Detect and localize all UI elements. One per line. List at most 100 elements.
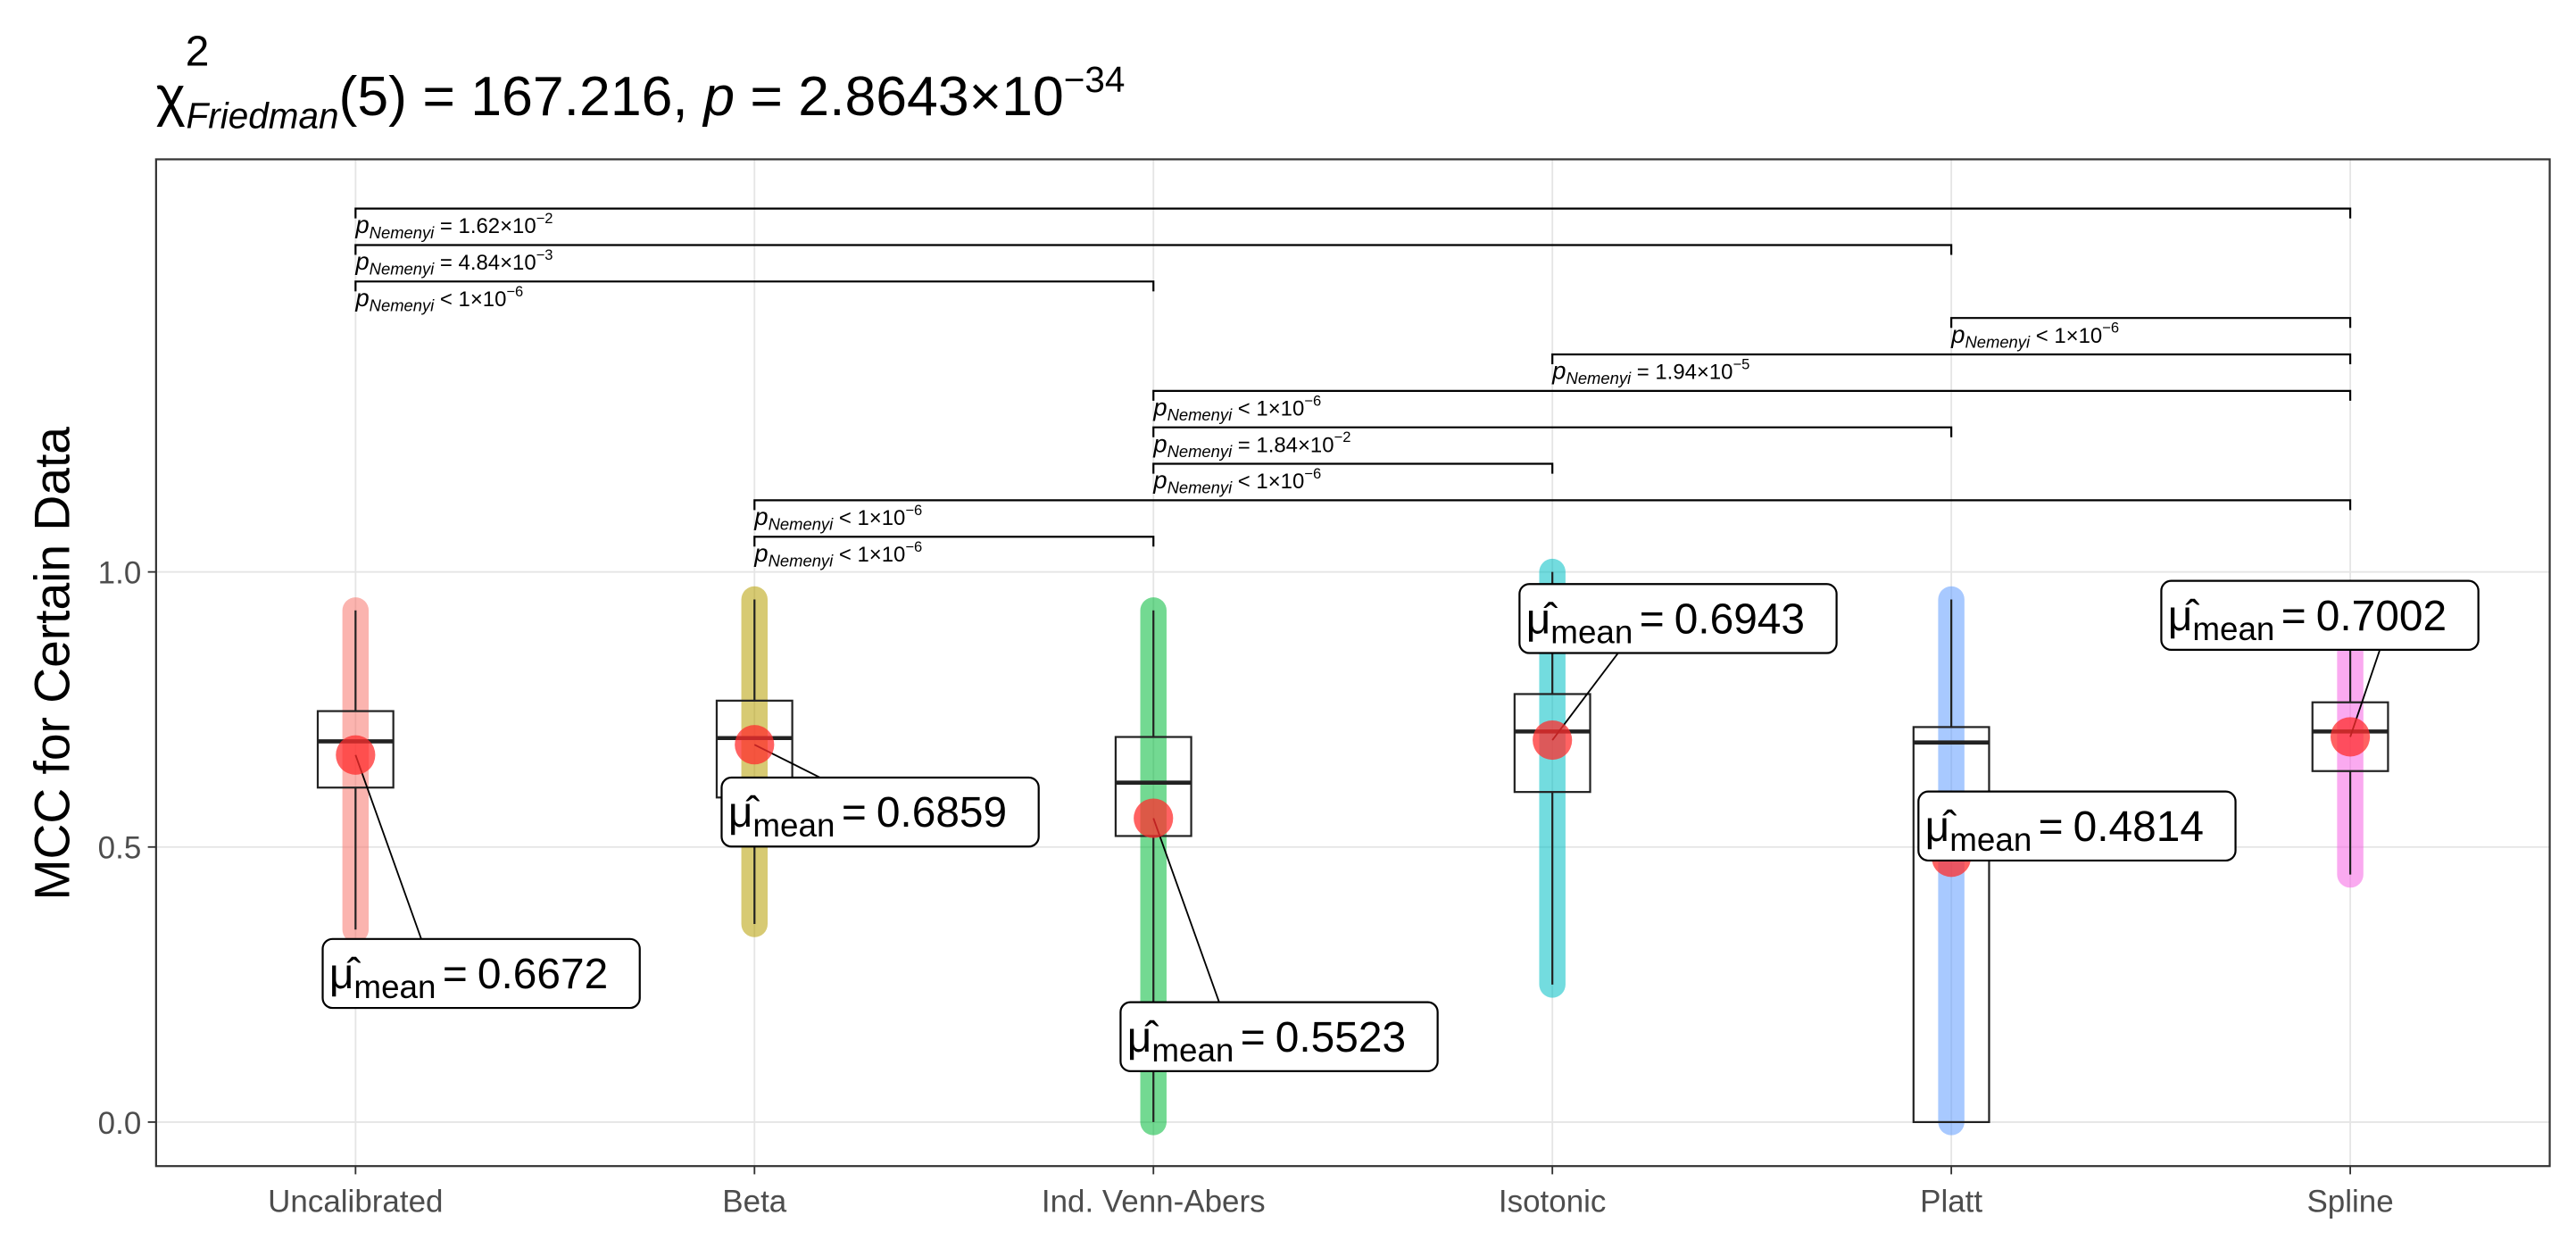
p-sub: Nemenyi bbox=[769, 551, 834, 570]
mean-connector bbox=[1152, 818, 1220, 1003]
comparison-bracket bbox=[1152, 426, 1953, 437]
comparison-label: pNemenyi = 1.84×10−2 bbox=[1152, 429, 1350, 461]
p-symbol: p bbox=[753, 539, 768, 567]
p-text: = 1.62×10 bbox=[434, 214, 536, 238]
p-exp: −6 bbox=[1304, 392, 1321, 409]
p-sub: Nemenyi bbox=[1168, 479, 1233, 497]
p-exp: −6 bbox=[2102, 320, 2119, 337]
comparison-label: pNemenyi < 1×10−6 bbox=[1152, 465, 1321, 497]
box bbox=[1912, 726, 1990, 1124]
panel-border bbox=[154, 158, 2551, 1168]
p-symbol: p bbox=[753, 503, 768, 530]
x-tick-label: Platt bbox=[1920, 1185, 1982, 1219]
p-text: = 1.84×10 bbox=[1232, 433, 1334, 457]
mean-eq: = bbox=[443, 951, 468, 998]
title-p-exp: −34 bbox=[1064, 59, 1126, 100]
mean-sub: mean bbox=[752, 807, 835, 844]
p-sub: Nemenyi bbox=[769, 515, 834, 534]
mean-value: 0.6859 bbox=[877, 789, 1007, 836]
mean-value: 0.4814 bbox=[2073, 803, 2204, 851]
mean-eq: = bbox=[2281, 593, 2306, 640]
p-exp: −3 bbox=[536, 246, 553, 263]
p-text: = 1.94×10 bbox=[1631, 361, 1733, 385]
mean-label-box bbox=[2160, 579, 2480, 652]
comparison-bracket bbox=[354, 244, 1953, 255]
comparison-label: pNemenyi = 1.94×10−5 bbox=[1551, 356, 1749, 388]
mean-label: μ̂mean = 0.6859 bbox=[728, 789, 1007, 844]
p-exp: −6 bbox=[1304, 465, 1321, 482]
p-sub: Nemenyi bbox=[1566, 369, 1632, 387]
comparison-bracket bbox=[1152, 462, 1554, 474]
mean-connector bbox=[354, 754, 422, 940]
p-exp: −6 bbox=[506, 283, 523, 300]
comparison-label: pNemenyi < 1×10−6 bbox=[753, 538, 922, 570]
comparison-label: pNemenyi = 4.84×10−3 bbox=[354, 246, 553, 279]
p-symbol: p bbox=[1152, 393, 1167, 420]
mean-eq: = bbox=[1640, 595, 1665, 643]
mean-value: 0.6672 bbox=[478, 951, 608, 998]
x-tick-label: Ind. Venn-Abers bbox=[1042, 1185, 1266, 1219]
comparison-label: pNemenyi = 1.62×10−2 bbox=[354, 210, 553, 242]
y-tick-label: 0.5 bbox=[98, 831, 142, 866]
p-text: < 1×10 bbox=[833, 543, 905, 567]
mean-point bbox=[336, 735, 376, 775]
title-chi-exp: 2 bbox=[186, 29, 210, 76]
p-symbol: p bbox=[354, 211, 369, 238]
title-chi-sub: Friedman bbox=[187, 96, 339, 137]
comparison-bracket bbox=[753, 499, 2352, 511]
mean-label-box bbox=[1518, 583, 1838, 654]
p-symbol: p bbox=[354, 284, 369, 312]
mean-label: μ̂mean = 0.5523 bbox=[1127, 1014, 1406, 1069]
y-tick-label: 1.0 bbox=[98, 556, 142, 591]
mean-label: μ̂mean = 0.6672 bbox=[329, 951, 608, 1005]
x-tick-label: Spline bbox=[2306, 1185, 2393, 1219]
comparison-label: pNemenyi < 1×10−6 bbox=[1152, 392, 1321, 424]
mean-point bbox=[2330, 717, 2371, 757]
p-text: < 1×10 bbox=[1232, 396, 1304, 420]
comparison-bracket bbox=[753, 536, 1155, 547]
p-sub: Nemenyi bbox=[370, 260, 435, 279]
comparison-bracket bbox=[354, 280, 1155, 292]
p-symbol: p bbox=[1152, 466, 1167, 494]
comparison-bracket bbox=[1152, 389, 2352, 401]
comparison-label: pNemenyi < 1×10−6 bbox=[1950, 320, 2119, 352]
p-text: < 1×10 bbox=[2030, 324, 2102, 348]
title-chi: χ bbox=[156, 65, 186, 128]
comparison-bracket bbox=[354, 207, 2352, 219]
comparison-bracket bbox=[1950, 317, 2352, 329]
p-symbol: p bbox=[1551, 357, 1566, 385]
box bbox=[316, 710, 395, 789]
mean-label-box bbox=[321, 937, 641, 1010]
mean-sub: mean bbox=[2192, 611, 2274, 647]
p-exp: −6 bbox=[905, 538, 922, 555]
mean-eq: = bbox=[1241, 1014, 1266, 1061]
mean-point bbox=[735, 725, 775, 765]
mean-sub: mean bbox=[1949, 821, 2032, 858]
p-sub: Nemenyi bbox=[1965, 332, 2030, 351]
p-text: < 1×10 bbox=[434, 287, 506, 312]
title-p-text: = 2.8643×10 bbox=[735, 65, 1064, 128]
mean-label-box bbox=[1119, 1001, 1439, 1072]
p-text: < 1×10 bbox=[1232, 470, 1304, 494]
p-text: < 1×10 bbox=[833, 506, 905, 530]
mean-eq: = bbox=[842, 789, 867, 836]
title-stat: (5) = 167.216, bbox=[339, 65, 704, 128]
y-tick-label: 0.0 bbox=[98, 1106, 142, 1141]
x-tick-label: Uncalibrated bbox=[268, 1185, 443, 1219]
p-symbol: p bbox=[1152, 429, 1167, 457]
mean-sub: mean bbox=[1151, 1032, 1234, 1069]
mean-sub: mean bbox=[353, 969, 436, 1005]
p-symbol: p bbox=[1950, 320, 1965, 348]
mean-point bbox=[1533, 720, 1573, 761]
mean-sub: mean bbox=[1550, 614, 1633, 651]
mean-value: 0.5523 bbox=[1276, 1014, 1406, 1061]
comparison-label: pNemenyi < 1×10−6 bbox=[753, 502, 922, 534]
mean-label: μ̂mean = 0.4814 bbox=[1925, 803, 2204, 858]
y-axis-title: MCC for Certain Data bbox=[24, 427, 79, 901]
p-exp: −2 bbox=[1334, 429, 1351, 445]
mean-label-box bbox=[1917, 790, 2237, 862]
p-symbol: p bbox=[354, 247, 369, 275]
mean-eq: = bbox=[2039, 803, 2064, 851]
